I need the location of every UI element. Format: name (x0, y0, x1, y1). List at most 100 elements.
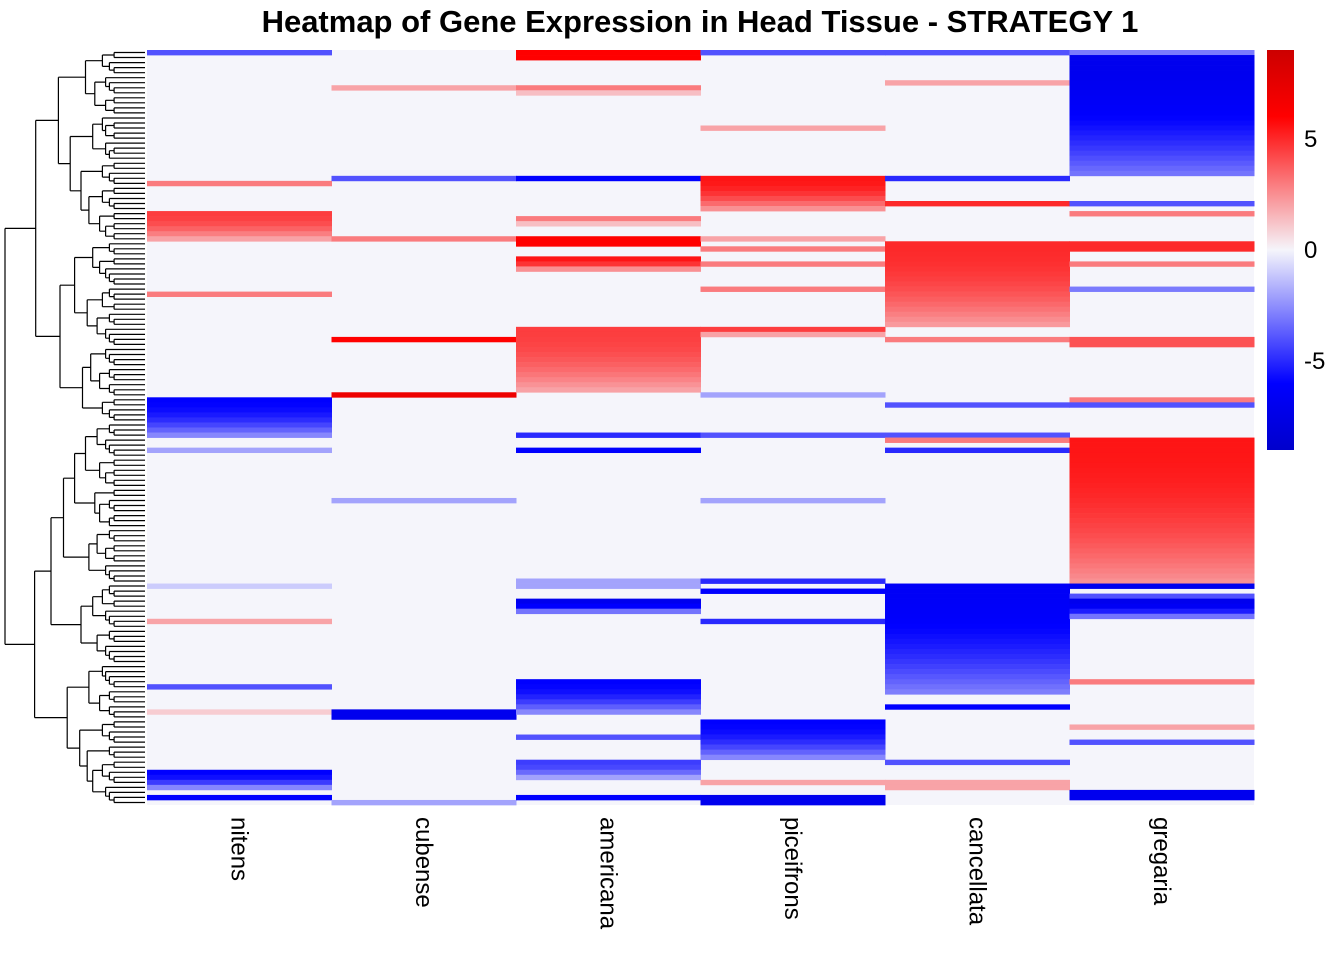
heatmap-cell (147, 427, 332, 433)
heatmap-cell (700, 206, 886, 212)
heatmap-cell (1069, 130, 1255, 136)
heatmap-cell (516, 85, 701, 91)
heatmap-cell (1069, 261, 1255, 267)
heatmap-cell (885, 669, 1070, 675)
heatmap-cell (885, 759, 1070, 766)
heatmap-cell (885, 603, 1070, 610)
heatmap-cell (885, 316, 1070, 323)
color-legend-tick: -5 (1304, 348, 1325, 375)
heatmap-cell (147, 236, 332, 242)
heatmap-cell (885, 674, 1070, 680)
heatmap-cell (1069, 55, 1255, 61)
heatmap-cell (885, 684, 1070, 690)
heatmap-cell (516, 90, 701, 96)
heatmap-cell (1069, 603, 1255, 610)
heatmap-cell (1069, 467, 1255, 474)
heatmap-cell (885, 648, 1070, 655)
heatmap-cell (516, 352, 701, 358)
heatmap-cell (1069, 794, 1255, 801)
heatmap-cell (147, 784, 332, 791)
heatmap-cell (1069, 90, 1255, 96)
heatmap-cell (1069, 452, 1255, 459)
heatmap-cell (885, 593, 1070, 599)
heatmap-cell (885, 336, 1070, 343)
heatmap-cell (1069, 492, 1255, 499)
heatmap-cell (147, 432, 332, 438)
heatmap-cell (147, 774, 332, 781)
heatmap-cell (700, 331, 886, 338)
heatmap-cell (516, 608, 701, 615)
heatmap-cell (885, 638, 1070, 645)
heatmap-cell (147, 412, 332, 418)
heatmap-cell (516, 362, 701, 368)
color-legend-tick: 0 (1304, 237, 1317, 264)
column-label-cancellata: cancellata (963, 817, 990, 926)
heatmap-cell (1069, 336, 1255, 343)
heatmap-cell (700, 588, 886, 594)
heatmap-cell (147, 211, 332, 217)
heatmap-cell (1069, 286, 1255, 292)
heatmap-cell (516, 331, 701, 338)
heatmap-cell (1069, 503, 1255, 509)
heatmap-cell (1069, 95, 1255, 101)
heatmap-cell (516, 382, 701, 388)
heatmap-cell (516, 603, 701, 610)
heatmap-cell (147, 769, 332, 776)
heatmap-cell (516, 694, 701, 700)
heatmap-cell (885, 50, 1070, 56)
heatmap-cell (1069, 508, 1255, 514)
heatmap-cell (1069, 85, 1255, 91)
heatmap-cell (885, 643, 1070, 650)
heatmap-cell (885, 301, 1070, 308)
heatmap-cell (885, 432, 1070, 438)
heatmap-cell (700, 618, 886, 625)
heatmap-cell (1069, 558, 1255, 564)
heatmap-cell (1069, 487, 1255, 494)
heatmap-cell (885, 291, 1070, 297)
heatmap-cell (885, 266, 1070, 272)
heatmap-cell (147, 417, 332, 423)
heatmap-cell (1069, 593, 1255, 599)
heatmap-cell (147, 583, 332, 589)
heatmap-cell (700, 754, 886, 761)
heatmap-cell (885, 246, 1070, 252)
heatmap-cell (1069, 397, 1255, 403)
row-dendrogram (4, 51, 145, 804)
heatmap-cell (1069, 573, 1255, 579)
heatmap-cell (516, 50, 701, 56)
heatmap-cell (885, 784, 1070, 791)
heatmap-cell (1069, 160, 1255, 167)
heatmap-cell (1069, 170, 1255, 177)
heatmap-cell (1069, 135, 1255, 141)
heatmap-cell (700, 779, 886, 786)
heatmap-cell (1069, 341, 1255, 348)
heatmap-cell (1069, 548, 1255, 554)
heatmap-cell (885, 704, 1070, 710)
heatmap-cell (147, 291, 332, 297)
heatmap-cell (1069, 165, 1255, 172)
heatmap-cell (516, 55, 701, 61)
heatmap-cell (885, 628, 1070, 635)
heatmap-cell (885, 296, 1070, 303)
heatmap-cell (516, 387, 701, 393)
heatmap-cell (331, 392, 517, 398)
heatmap-cell (147, 216, 332, 222)
heatmap-cell (331, 236, 517, 242)
heatmap-cell (147, 794, 332, 801)
heatmap-cell (516, 447, 701, 454)
heatmap-cell (700, 794, 886, 801)
heatmap-cell (147, 226, 332, 232)
heatmap-cell (1069, 598, 1255, 605)
heatmap-cell (700, 286, 886, 292)
heatmap-cell (516, 221, 701, 227)
heatmap-cell (1069, 613, 1255, 620)
heatmap-cell (1069, 442, 1255, 448)
heatmap-cell (1069, 100, 1255, 106)
heatmap-cell (516, 704, 701, 710)
heatmap-cell (1069, 583, 1255, 589)
heatmap-cell (700, 175, 886, 182)
heatmap-cell (700, 190, 886, 197)
heatmap-cell (1069, 789, 1255, 796)
heatmap-cell (885, 437, 1070, 443)
